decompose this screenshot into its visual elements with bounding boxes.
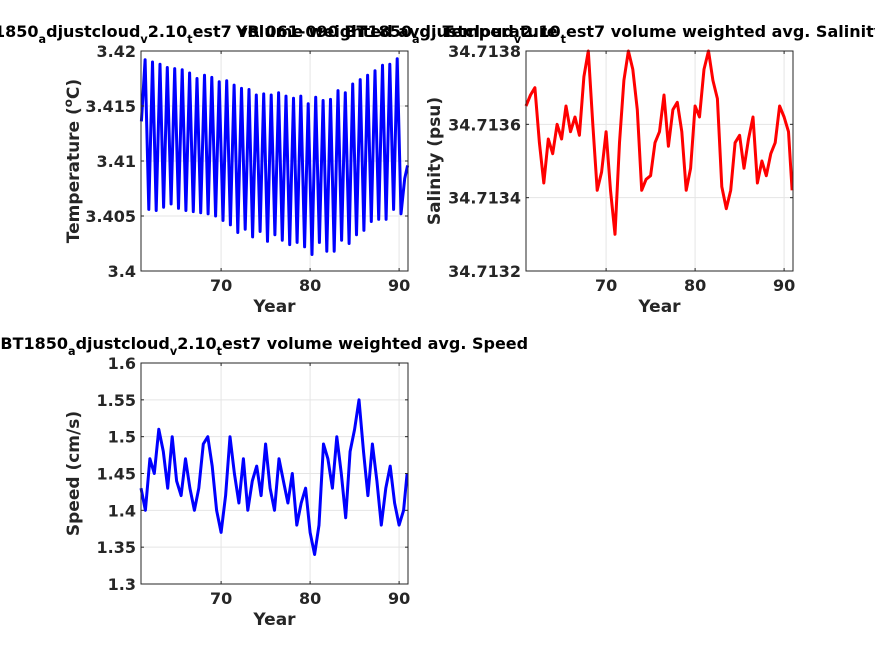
y-tick-label: 1.4 [108,501,136,520]
axes-1: 70 80 90 3.4 3.405 3.41 3.415 3.42 Year Temperatu… [61,42,410,317]
x-tick-label: 70 [210,589,232,608]
x-tick-label: 90 [388,589,410,608]
x-tick-label: 90 [773,276,795,295]
y-tick-label: 3.415 [85,97,136,116]
y-tick-label: 1.45 [97,465,136,484]
y-tick-label: 34.7132 [448,262,521,281]
y-axis-label: Temperature (oC) [61,79,84,243]
x-axis-label: Year [637,297,681,317]
x-tick-label: 90 [388,276,410,295]
x-tick-label: 70 [210,276,232,295]
y-tick-label: 3.41 [97,152,136,171]
axes-3: 70 80 90 1.3 1.35 1.4 1.45 1.5 1.55 1.6 Year Speed … [64,354,410,630]
y-tick-label: 3.42 [97,42,136,61]
plot-area [526,51,793,271]
y-tick-label: 1.3 [108,575,136,594]
x-tick-label: 80 [299,589,321,608]
x-axis-label: Year [252,610,296,630]
x-axis-label: Year [252,297,296,317]
y-axis-label: Speed (cm/s) [64,411,84,536]
x-tick-label: 80 [684,276,706,295]
y-tick-label: 1.35 [97,538,136,557]
y-tick-label: 3.405 [85,207,136,226]
chart-title: YR 061-090 BT1850adjustcloudv2.10test7 v… [0,334,528,358]
series-line [524,49,794,236]
y-axis-label: Salinity (psu) [425,97,445,225]
y-tick-label: 1.55 [97,391,136,410]
x-tick-label: 70 [595,276,617,295]
chart-title: YR 061-090 BT1850adjustcloudv2.10test7 v… [235,22,875,46]
series-line [139,398,409,556]
x-tick-label: 80 [299,276,321,295]
y-tick-label: 1.5 [108,428,136,447]
series-line [139,57,410,256]
y-tick-label: 34.7134 [448,189,521,208]
axes-box [525,50,794,272]
y-tick-label: 34.7136 [448,115,521,134]
y-tick-label: 1.6 [108,354,136,373]
chart-title: YR 061-090 BT1850adjustcloudv2.10test7 v… [0,22,558,46]
y-tick-label: 34.7138 [448,42,521,61]
axes-2: 70 80 90 34.7132 34.7134 34.7136 34.7138 Year Sa… [425,42,795,317]
y-tick-label: 3.4 [108,262,136,281]
